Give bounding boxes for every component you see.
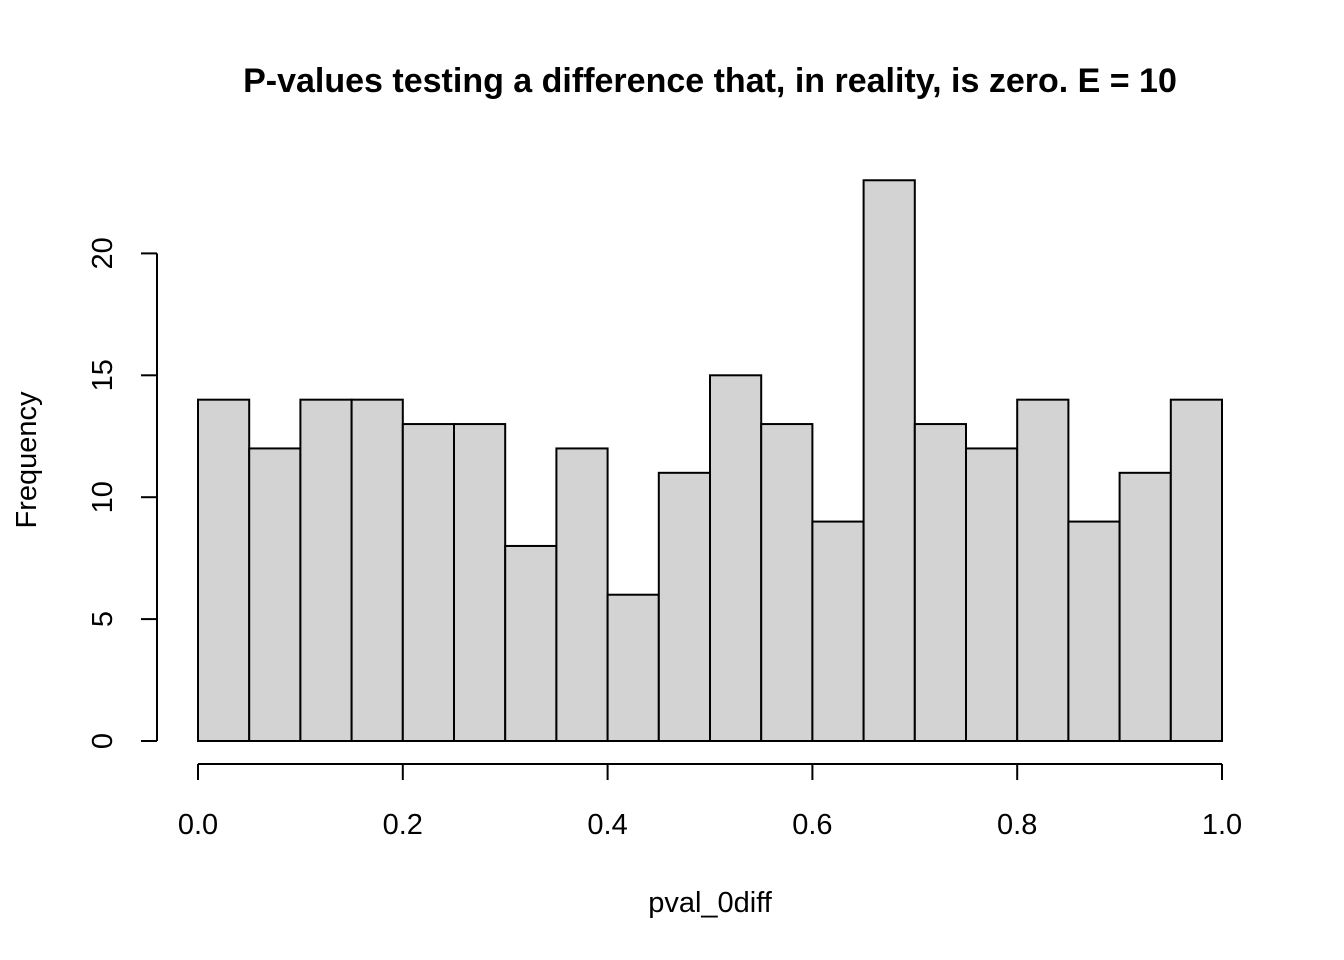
histogram-bar	[760, 423, 814, 742]
y-tick-label: 15	[87, 359, 119, 391]
y-tick-label: 10	[87, 481, 119, 513]
x-tick-label: 0.4	[587, 809, 627, 841]
x-tick-label: 0.8	[997, 809, 1037, 841]
x-tick-label: 0.6	[792, 809, 832, 841]
histogram-bar	[913, 423, 967, 742]
histogram-bar	[657, 471, 711, 742]
histogram-bar	[350, 398, 404, 742]
histogram-bar	[606, 593, 660, 742]
x-axis-label: pval_0diff	[648, 887, 773, 919]
histogram-bar	[504, 544, 558, 743]
histogram-bar	[299, 398, 353, 742]
x-tick-label: 0.0	[178, 809, 218, 841]
y-axis: 0 5 10 15 20	[87, 237, 158, 749]
histogram-bar	[248, 447, 302, 742]
histogram-bar	[1169, 398, 1224, 742]
bars-group	[197, 179, 1224, 743]
histogram-bar	[862, 179, 916, 742]
histogram-bar	[453, 423, 507, 742]
histogram-bar	[197, 398, 251, 742]
histogram-bar	[709, 374, 763, 742]
y-tick-label: 20	[87, 237, 119, 269]
chart-title: P-values testing a difference that, in r…	[243, 62, 1177, 100]
y-tick-label: 0	[87, 733, 119, 749]
x-tick-label: 1.0	[1202, 809, 1242, 841]
histogram-bar	[555, 447, 609, 742]
histogram-bar	[1067, 520, 1121, 743]
x-tick-label: 0.2	[383, 809, 423, 841]
histogram-bar	[1118, 471, 1172, 742]
histogram-bar	[1016, 398, 1070, 742]
histogram-bar	[811, 520, 865, 743]
histogram-bar	[401, 423, 455, 742]
x-axis: 0.0 0.2 0.4 0.6 0.8 1.0	[178, 763, 1242, 841]
y-tick-label: 5	[87, 611, 119, 627]
y-axis-label: Frequency	[11, 391, 43, 529]
histogram-bar	[965, 447, 1019, 742]
